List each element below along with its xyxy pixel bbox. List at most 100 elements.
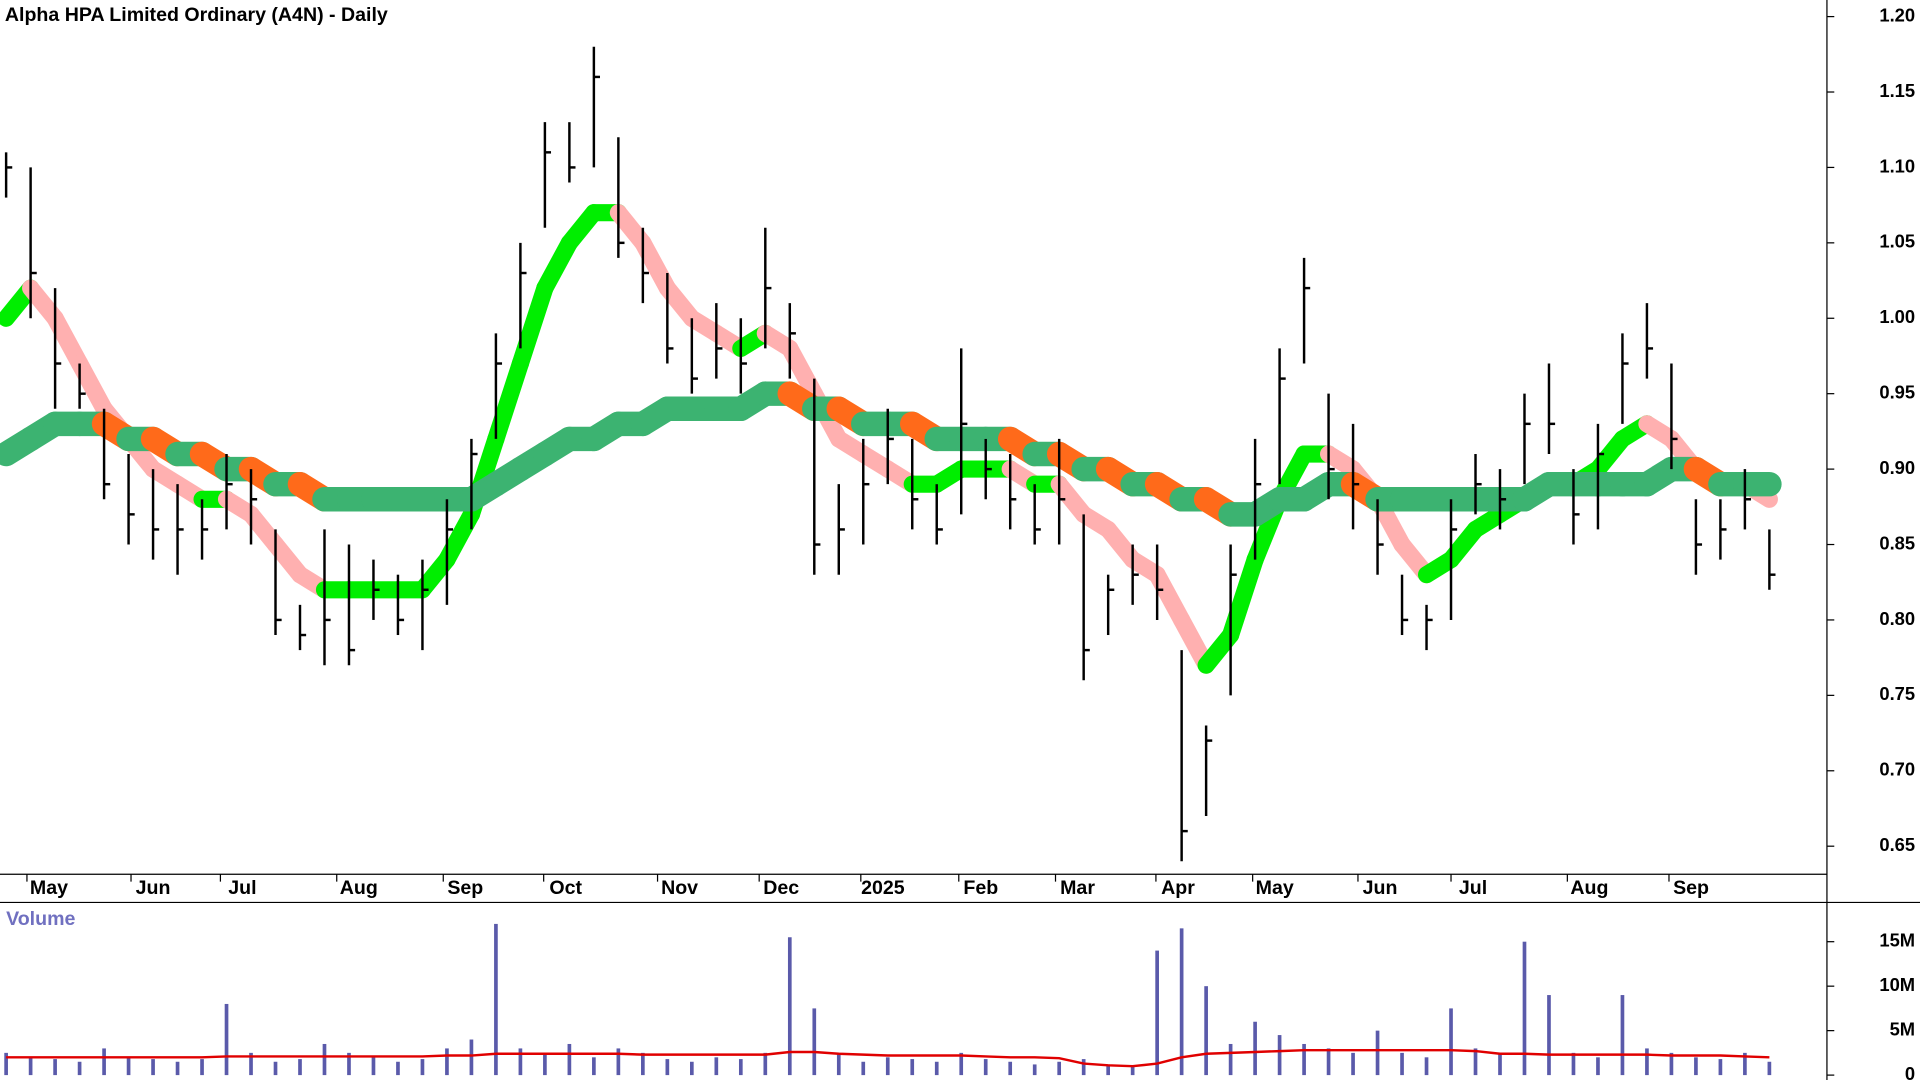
volume-tick-label: 15M [1879,930,1915,951]
volume-bar [1008,1061,1013,1076]
volume-bar [200,1059,204,1076]
volume-bar [518,1048,523,1076]
plot: 1.20 1.15 1.10 1.05 1.00 0.95 0.90 0.85 0.80 0.75… [0,4,1915,1080]
x-tick-label: 2025 [861,877,905,899]
average-ribbon [46,309,89,373]
volume-bar [1228,1043,1233,1076]
chart-title: Alpha HPA Limited Ordinary (A4N) - Daily [5,4,388,26]
volume-bar [1596,1057,1600,1076]
average-ribbon [487,354,529,448]
average-ribbon [536,234,578,297]
x-tick-label: Mar [1060,877,1095,899]
volume-bar [298,1059,302,1076]
y-tick-label: 0.75 [1879,683,1915,704]
volume-bar [910,1059,915,1076]
volume-bar [1669,1052,1674,1076]
volume-bar [1645,1048,1649,1076]
volume-bar [861,1061,866,1076]
y-tick-label: 0.80 [1879,608,1915,629]
volume-bar [249,1052,253,1076]
volume-bar [1351,1052,1355,1076]
volume-bar [371,1057,376,1076]
x-tick-label: Apr [1161,877,1195,899]
y-tick-label: 1.05 [1879,231,1915,252]
volume-average [6,1048,1770,1068]
volume-bar [151,1059,155,1076]
volume-bar [1106,1064,1110,1076]
volume-bar [1130,1066,1135,1076]
volume-bar [1767,1061,1772,1076]
volume-bar [959,1052,964,1076]
volume-bar [1718,1059,1723,1076]
volume-bar [1081,1059,1086,1076]
average-ribbon [781,339,823,403]
x-tick-label: Feb [963,877,998,899]
volume-bar [4,1052,8,1076]
x-tick-label: May [1256,877,1294,899]
volume-bar [1400,1052,1404,1076]
volume-bar [126,1057,131,1076]
average-ribbon [634,234,676,297]
volume-bar [469,1039,474,1076]
y-tick-label: 0.85 [1879,532,1915,553]
volume-tick-label: 10M [1879,974,1915,995]
y-tick-label: 0.95 [1879,382,1915,403]
x-tick-label: May [30,877,68,899]
volume-bar [1498,1052,1502,1076]
volume-bar [616,1048,621,1076]
volume-bar [1547,995,1551,1076]
volume-bar [1179,928,1184,1076]
volume-bar [641,1052,645,1076]
volume-bar [1620,995,1625,1076]
volume-bar [420,1059,425,1076]
volume-bar [543,1052,547,1076]
volume-bar [1032,1064,1037,1076]
volume-bar [738,1059,743,1076]
volume-bar [53,1059,57,1076]
volume-bar [567,1043,572,1076]
x-tick-label: Sep [1673,877,1709,899]
volume-bar [1204,986,1208,1076]
volume-bar [445,1048,449,1076]
x-tick-label: Jul [228,877,256,899]
y-tick-label: 1.00 [1879,306,1915,327]
volume-bar [1375,1030,1380,1076]
average-ribbon [1222,551,1264,644]
volume-bar [665,1059,670,1076]
volume-bar [1155,950,1159,1076]
volume-bar [1277,1035,1282,1076]
volume-bar [1743,1052,1747,1076]
x-tick-label: Aug [1570,877,1608,899]
volume-bar [396,1061,400,1076]
volume-bar [1302,1043,1306,1076]
volume-bar [1571,1052,1576,1076]
y-tick-label: 0.70 [1879,759,1915,780]
x-tick-label: Jun [136,877,171,899]
volume-bar [1057,1061,1062,1076]
volume-bar [77,1061,82,1076]
volume-bar [836,1052,841,1076]
average-ribbon [438,505,480,569]
x-tick-label: Aug [340,877,378,899]
volume-bar [1424,1057,1429,1076]
volume-bar [1694,1057,1698,1076]
volume-bar [690,1061,694,1076]
x-tick-label: Jun [1363,877,1398,899]
volume-bar [347,1052,351,1076]
volume-bar [763,1052,768,1076]
volume-bar [28,1057,33,1076]
volume-tick-label: 0 [1905,1063,1915,1080]
x-tick-label: Jul [1459,877,1487,899]
y-tick-label: 1.10 [1879,155,1915,176]
volume-bar [102,1048,106,1076]
average-ribbon [1148,566,1191,629]
x-tick-label: Nov [661,877,698,899]
average-ribbon [511,279,554,373]
x-tick-label: Dec [763,877,799,899]
y-tick-label: 0.90 [1879,457,1915,478]
x-tick-label: Sep [447,877,483,899]
volume-bar [1449,1008,1453,1076]
volume-bar [714,1057,719,1076]
